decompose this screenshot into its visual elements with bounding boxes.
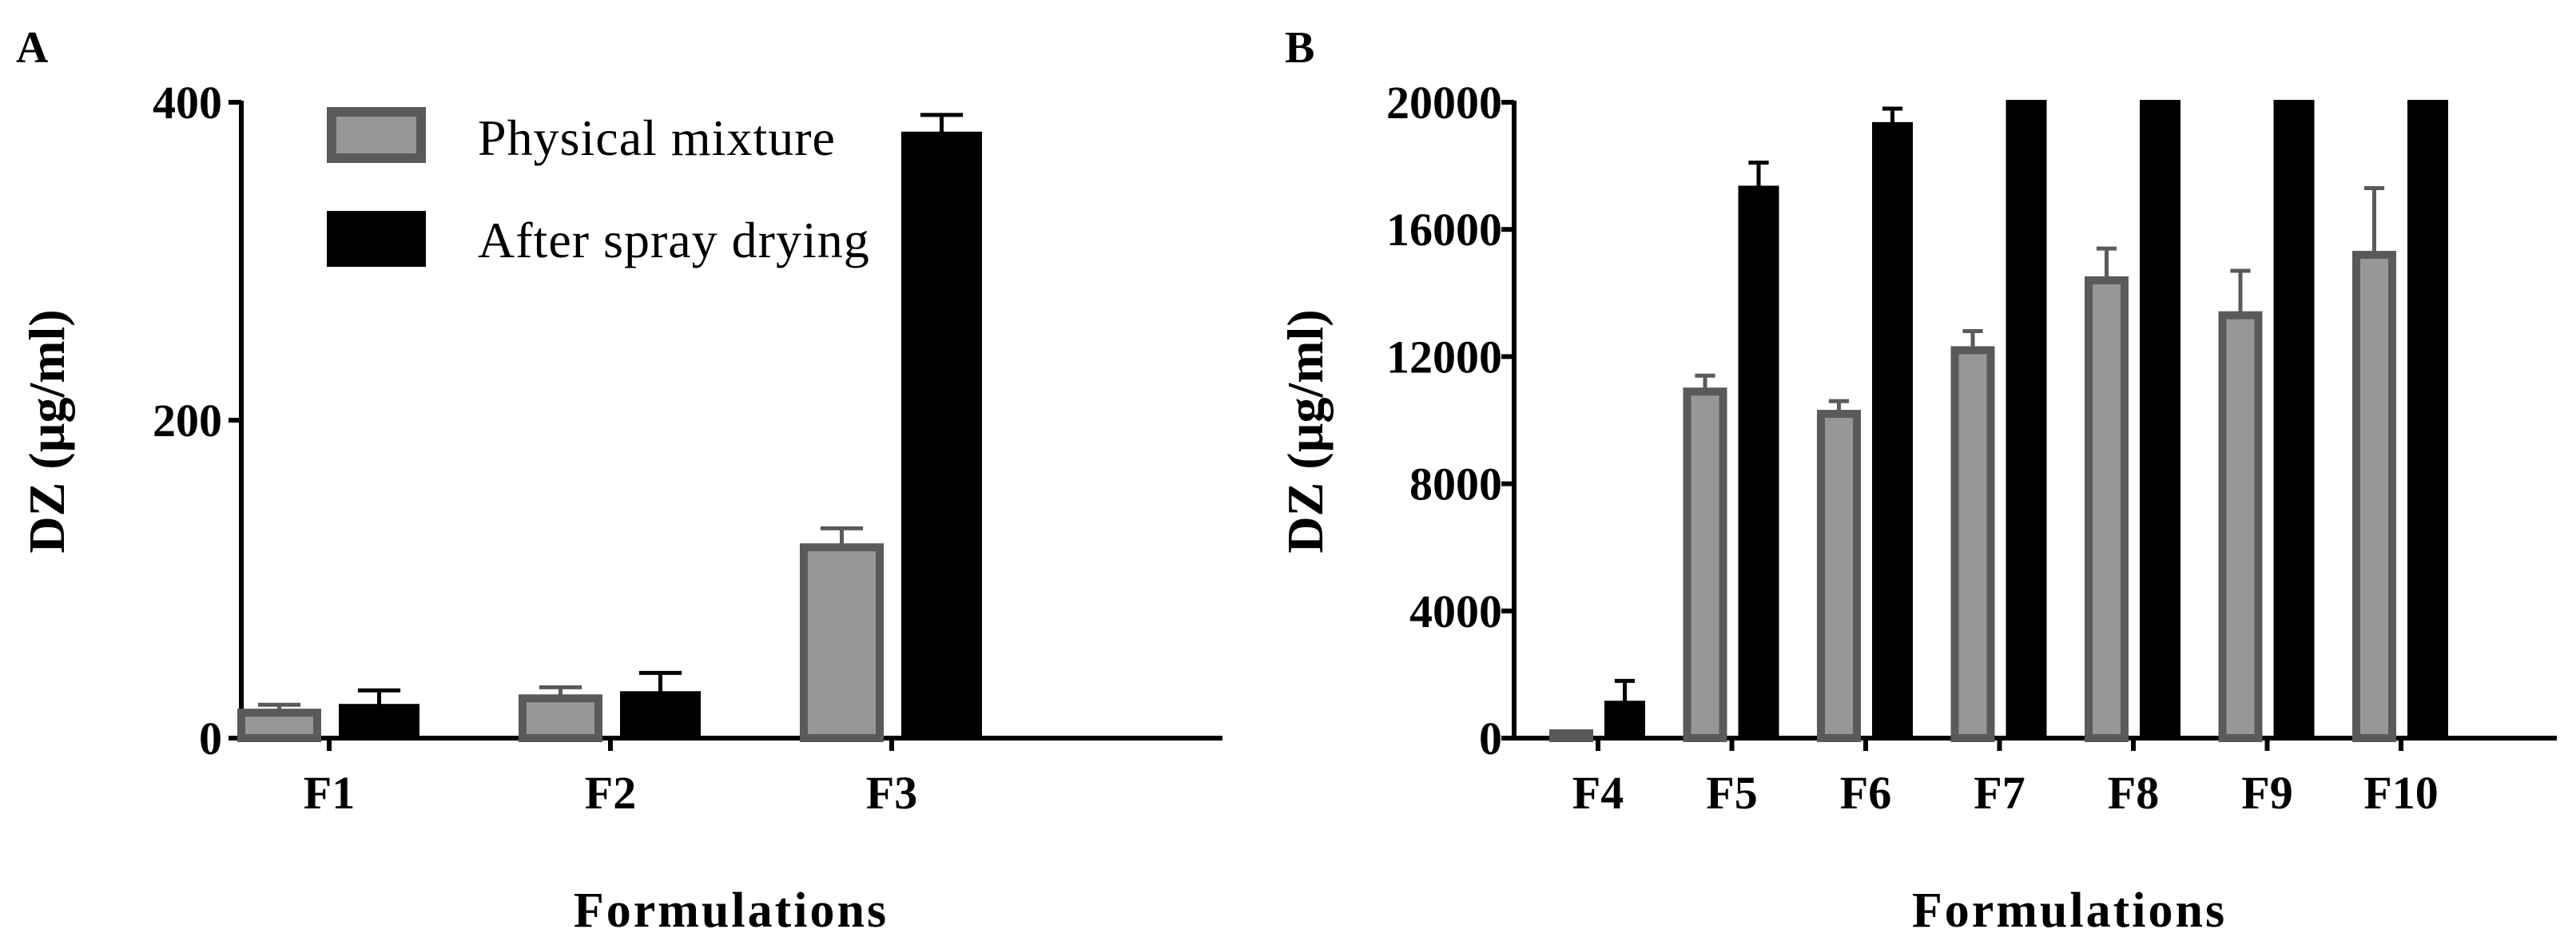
x-tick-label: F5 [1706,767,1757,819]
bar-after-spray-drying-f9 [2273,100,2315,741]
x-tick-label: F8 [2108,767,2159,819]
panel-b-x-axis-title: Formulations [1912,883,2227,938]
x-tick-label: F9 [2241,767,2292,819]
y-tick-label: 400 [153,77,222,129]
y-tick-label: 0 [199,713,222,764]
bar-after-spray-drying-f7 [2006,100,2047,741]
x-tick-label: F10 [2363,767,2438,819]
bar-physical-mixture-f4 [1549,729,1593,743]
panel-a-letter: A [16,23,49,73]
bar-physical-mixture-f6 [1817,410,1861,742]
bar-after-spray-drying-f3 [901,131,982,741]
x-tick-label: F1 [304,767,355,819]
x-tick-label: F7 [1974,767,2025,819]
panel-b-y-axis-title: DZ (µg/ml) [1277,309,1334,553]
legend: Physical mixture After spray drying [327,107,870,268]
bar-physical-mixture-f9 [2218,311,2263,743]
panel-a: A DZ (µg/ml) Formulations Physical mixtu… [16,23,1222,938]
y-tick-label: 200 [153,395,222,447]
panel-b-letter: B [1285,23,1314,73]
bar-after-spray-drying-f1 [339,704,419,741]
bar-after-spray-drying-f5 [1738,185,1779,741]
bar-after-spray-drying-f10 [2407,100,2448,741]
y-tick-label: 16000 [1386,204,1502,256]
x-tick-label: F6 [1840,767,1891,819]
x-tick-label: F4 [1572,767,1624,819]
bar-physical-mixture-f8 [2085,276,2129,742]
legend-label-after-spray-drying: After spray drying [478,212,870,268]
y-tick-label: 20000 [1386,77,1502,129]
legend-swatch-after-spray-drying [327,211,426,267]
legend-label-physical-mixture: Physical mixture [478,109,836,166]
bar-physical-mixture-f1 [237,709,321,742]
panel-a-y-axis-title: DZ (µg/ml) [18,309,75,553]
y-tick-label: 0 [1479,713,1502,764]
y-tick-label: 4000 [1409,586,1502,637]
bar-physical-mixture-f5 [1683,387,1727,742]
bar-physical-mixture-f7 [1950,346,1995,742]
bar-after-spray-drying-f8 [2140,100,2180,741]
x-tick-label: F3 [866,767,917,819]
bar-physical-mixture-f3 [800,543,884,743]
y-tick-label: 8000 [1409,459,1502,510]
panel-a-x-axis-title: Formulations [574,883,888,938]
bar-after-spray-drying-f6 [1872,121,1913,741]
bar-after-spray-drying-f2 [620,691,701,741]
bar-physical-mixture-f2 [519,694,602,742]
bar-physical-mixture-f10 [2352,251,2396,743]
legend-swatch-physical-mixture [327,107,426,163]
panel-b: B DZ (µg/ml) Formulations 0 4000 8000 12000… [1277,23,2557,938]
y-tick-label: 12000 [1386,331,1502,383]
bar-after-spray-drying-f4 [1604,701,1645,741]
x-tick-label: F2 [585,767,636,819]
